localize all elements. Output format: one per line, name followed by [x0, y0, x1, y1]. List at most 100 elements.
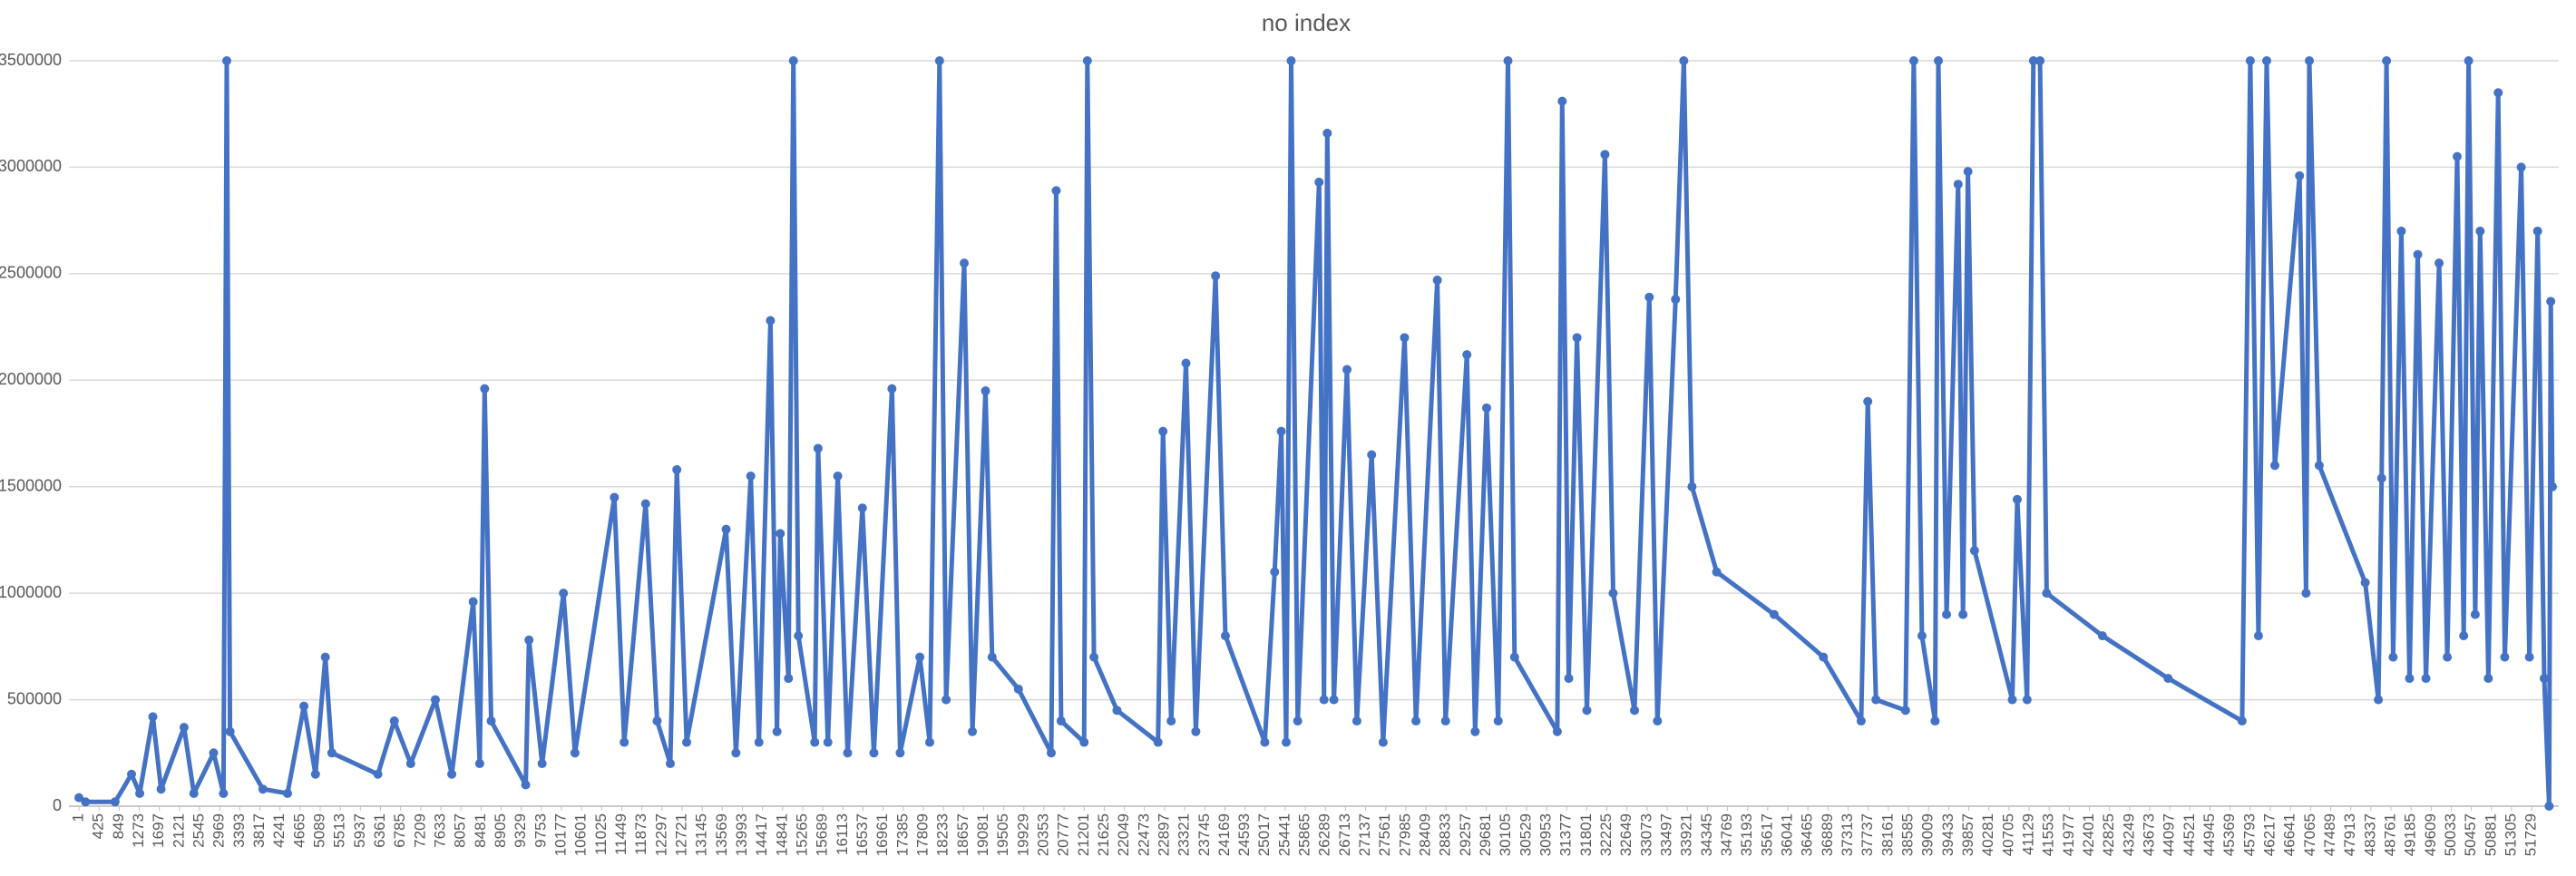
x-tick-label: 26289 — [1316, 813, 1333, 856]
point — [682, 737, 692, 747]
x-tick-label: 16113 — [834, 813, 851, 855]
x-tick-label: 15265 — [793, 813, 810, 856]
point — [2270, 461, 2280, 471]
point — [2007, 695, 2017, 705]
point — [474, 759, 484, 769]
point — [148, 712, 158, 722]
point — [2539, 674, 2549, 684]
point — [1322, 128, 1332, 138]
x-tick-label: 425 — [90, 813, 107, 839]
point — [1400, 333, 1410, 343]
x-tick-label: 8481 — [472, 813, 489, 848]
point — [521, 780, 531, 790]
point — [1378, 737, 1388, 747]
point — [2376, 473, 2386, 483]
x-tick-label: 33921 — [1678, 813, 1695, 856]
x-tick-label: 30529 — [1517, 813, 1534, 856]
x-tick-label: 2545 — [190, 813, 208, 848]
x-tick-label: 23321 — [1176, 813, 1193, 856]
x-tick-label: 28833 — [1437, 813, 1454, 856]
x-tick-label: 1 — [70, 813, 87, 822]
point — [1630, 706, 1640, 715]
point — [2413, 249, 2423, 259]
point — [766, 316, 776, 326]
point — [2405, 674, 2415, 684]
point — [1158, 426, 1168, 436]
point — [2097, 631, 2107, 641]
x-tick-label: 20353 — [1034, 813, 1051, 856]
chart-title: no index — [1262, 9, 1351, 36]
point — [74, 793, 84, 803]
point — [1211, 271, 1221, 281]
point — [1958, 609, 1968, 619]
point — [2035, 56, 2045, 65]
x-tick-label: 10177 — [551, 813, 569, 856]
point — [1082, 56, 1092, 65]
x-tick-label: 42825 — [2100, 813, 2117, 856]
point — [1572, 333, 1582, 343]
point — [389, 716, 399, 726]
point — [1367, 450, 1377, 460]
x-tick-label: 16537 — [854, 813, 871, 856]
point — [610, 492, 620, 502]
point — [1963, 167, 1973, 177]
x-tick-label: 16961 — [873, 813, 891, 856]
point — [1440, 716, 1450, 726]
x-tick-label: 8905 — [492, 813, 509, 848]
point — [320, 652, 330, 662]
x-tick-label: 48337 — [2361, 813, 2378, 856]
x-tick-label: 1697 — [150, 813, 167, 848]
x-tick-label: 41553 — [2040, 813, 2057, 856]
x-tick-label: 31377 — [1557, 813, 1575, 856]
x-tick-label: 43249 — [2120, 813, 2137, 856]
point — [843, 748, 853, 758]
point — [327, 748, 337, 758]
x-tick-label: 29681 — [1477, 813, 1494, 856]
point — [968, 726, 978, 736]
point — [405, 759, 415, 769]
point — [2546, 297, 2556, 307]
x-tick-label: 36889 — [1819, 813, 1836, 856]
x-tick-label: 22049 — [1115, 813, 1132, 856]
x-tick-label: 5089 — [310, 813, 327, 848]
point — [2464, 56, 2474, 65]
point — [486, 716, 496, 726]
x-tick-label: 14841 — [773, 813, 790, 856]
y-tick-label: 0 — [53, 796, 62, 814]
point — [887, 384, 897, 394]
x-tick-label: 46217 — [2260, 813, 2278, 856]
point — [2516, 162, 2526, 172]
point — [2305, 56, 2315, 65]
point — [640, 499, 650, 509]
x-tick-label: 15689 — [814, 813, 831, 856]
x-tick-label: 25017 — [1255, 813, 1273, 856]
point — [1600, 150, 1610, 160]
point — [2253, 631, 2263, 641]
x-tick-label: 30105 — [1497, 813, 1514, 856]
x-tick-label: 49185 — [2402, 813, 2419, 856]
x-tick-label: 30953 — [1537, 813, 1555, 856]
x-tick-label: 11025 — [592, 813, 610, 855]
x-tick-label: 9753 — [532, 813, 549, 848]
point — [373, 769, 383, 779]
x-tick-label: 44945 — [2200, 813, 2218, 856]
point — [1942, 609, 1952, 619]
point — [1112, 706, 1122, 715]
point — [480, 384, 490, 394]
x-tick-label: 19929 — [1014, 813, 1031, 856]
point — [620, 737, 629, 747]
point — [2443, 652, 2453, 662]
point — [2493, 88, 2503, 98]
x-tick-label: 11873 — [632, 813, 649, 855]
point — [1557, 96, 1567, 106]
x-tick-label: 33497 — [1658, 813, 1675, 856]
x-tick-label: 44521 — [2181, 813, 2198, 856]
point — [1481, 403, 1491, 413]
point — [2042, 589, 2052, 599]
x-tick-label: 50881 — [2482, 813, 2499, 856]
x-tick-label: 22473 — [1135, 813, 1152, 856]
point — [754, 737, 764, 747]
point — [1769, 609, 1779, 619]
